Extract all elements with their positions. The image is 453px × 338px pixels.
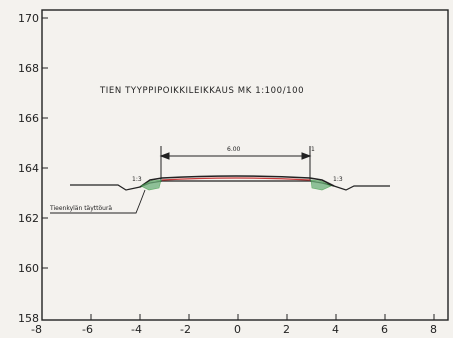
x-tick-label: 0 bbox=[234, 323, 241, 336]
x-tick-label: -4 bbox=[131, 323, 142, 336]
y-tick-label: 158 bbox=[18, 312, 39, 325]
x-tick-labels: -8 -6 -4 -2 0 2 4 6 8 bbox=[31, 323, 437, 336]
x-tick-label: 8 bbox=[430, 323, 437, 336]
x-axis bbox=[41, 314, 435, 320]
width-label: 6.00 bbox=[227, 146, 241, 153]
x-tick-label: -6 bbox=[82, 323, 93, 336]
ground-label-leader bbox=[50, 189, 146, 214]
plot-frame bbox=[41, 9, 449, 321]
y-axis bbox=[42, 17, 48, 269]
width-dimension bbox=[159, 146, 312, 181]
width-note: 1 bbox=[311, 146, 315, 153]
pavement-layer bbox=[161, 177, 311, 181]
right-shoulder bbox=[310, 179, 332, 191]
right-slope-label: 1:3 bbox=[333, 176, 343, 183]
ground-label: Tieenkylän täyttöurä bbox=[49, 205, 112, 212]
left-shoulder bbox=[140, 179, 162, 191]
ground-line bbox=[70, 180, 390, 191]
x-tick-label: 4 bbox=[332, 323, 339, 336]
y-tick-label: 170 bbox=[18, 12, 39, 25]
y-tick-label: 168 bbox=[18, 62, 39, 75]
road-surface bbox=[139, 175, 335, 188]
y-tick-labels: 170 168 166 164 162 160 158 bbox=[18, 12, 39, 325]
y-tick-label: 166 bbox=[18, 112, 39, 125]
diagram-title: TIEN TYYPPIPOIKKILEIKKAUS MK 1:100/100 bbox=[99, 86, 304, 96]
x-tick-label: 2 bbox=[283, 323, 290, 336]
y-tick-label: 164 bbox=[18, 162, 39, 175]
y-tick-label: 162 bbox=[18, 212, 39, 225]
x-tick-label: -2 bbox=[180, 323, 191, 336]
left-slope-label: 1:3 bbox=[132, 176, 142, 183]
x-tick-label: 6 bbox=[381, 323, 388, 336]
x-tick-label: -8 bbox=[31, 323, 42, 336]
y-tick-label: 160 bbox=[18, 262, 39, 275]
